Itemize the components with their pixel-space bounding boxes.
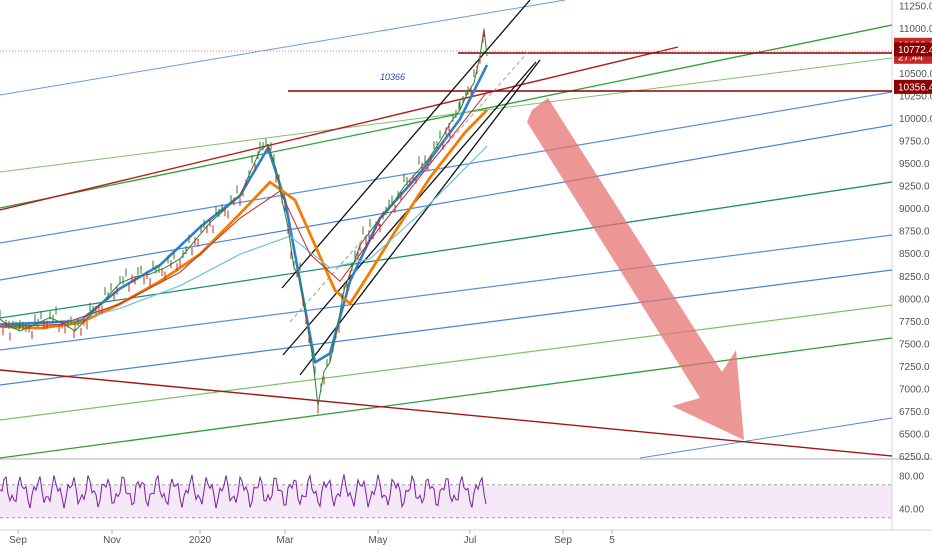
price-tick-label: 9500.0 (899, 159, 930, 170)
level-annotation: 10366 (380, 72, 405, 82)
price-tag (894, 79, 932, 94)
series-layer (0, 28, 489, 414)
channel-line (0, 91, 893, 244)
grid (0, 0, 932, 531)
time-tick-label: Mar (276, 535, 294, 546)
price-tick-label: 9750.0 (899, 137, 930, 148)
price-tick-label: 6750.0 (899, 407, 930, 418)
channel-lower (299, 59, 541, 376)
time-tick-label: 2020 (189, 535, 212, 546)
rsi-line (0, 473, 487, 509)
moving-average-line (0, 64, 489, 364)
rsi-panel (0, 473, 892, 519)
rsi-tick-label: 80.00 (899, 472, 924, 483)
moving-average-line (0, 109, 489, 330)
price-tick-label: 9250.0 (899, 182, 930, 193)
price-tick-label: 11000.0 (899, 24, 932, 35)
channel-line (0, 24, 893, 209)
channel-upper (281, 0, 531, 289)
channel-line (0, 337, 893, 459)
price-tick-label: 7750.0 (899, 317, 930, 328)
price-tag (894, 42, 932, 57)
price-tick-label: 9000.0 (899, 204, 930, 215)
time-tick-label: Nov (103, 535, 121, 546)
price-line (0, 28, 488, 407)
price-tick-label: 8000.0 (899, 294, 930, 305)
time-tick-label: Sep (554, 535, 572, 546)
price-tag-label: 27:44 (898, 52, 923, 63)
price-tick-label: 7000.0 (899, 384, 930, 395)
price-tag-label: 10772.4 (898, 45, 932, 56)
price-tick-label: 7500.0 (899, 339, 930, 350)
red-trendline (0, 46, 679, 211)
channel-line (0, 304, 893, 421)
price-tick-label: 8250.0 (899, 272, 930, 283)
trendlines: 10366 (0, 0, 893, 459)
down-arrow (527, 98, 744, 440)
channel-line (0, 234, 893, 351)
price-tick-label: 8500.0 (899, 249, 930, 260)
price-tick-label: 10250.0 (899, 91, 932, 102)
channel-line (0, 0, 566, 96)
channel-line (639, 417, 893, 459)
time-tick-label: Jul (464, 535, 477, 546)
moving-average-line (0, 145, 488, 327)
time-tick-label: Sep (9, 535, 27, 546)
price-tick-label: 8750.0 (899, 227, 930, 238)
time-tick-label: 5 (609, 535, 615, 546)
price-tick-label: 6500.0 (899, 430, 930, 441)
red-support-line (0, 369, 893, 457)
price-tick-label: 11250.0 (899, 1, 932, 12)
price-tick-label: 6250.0 (899, 452, 930, 463)
price-tick-label: 7250.0 (899, 362, 930, 373)
axes: 6250.0 6500.0 6750.0 7000.0 7250.0 7500.0 7750… (9, 1, 932, 546)
channel-line (0, 181, 893, 319)
rsi-tick-label: 40.00 (899, 505, 924, 516)
down-arrow-shape (527, 98, 744, 440)
channel-line (0, 124, 893, 281)
channel-line (0, 269, 893, 386)
time-tick-label: May (369, 535, 388, 546)
price-tag-label: 10356.4 (898, 82, 932, 93)
channel-line (0, 57, 893, 173)
price-tick-label: 10500.0 (899, 69, 932, 80)
price-tick-label: 10000.0 (899, 114, 932, 125)
